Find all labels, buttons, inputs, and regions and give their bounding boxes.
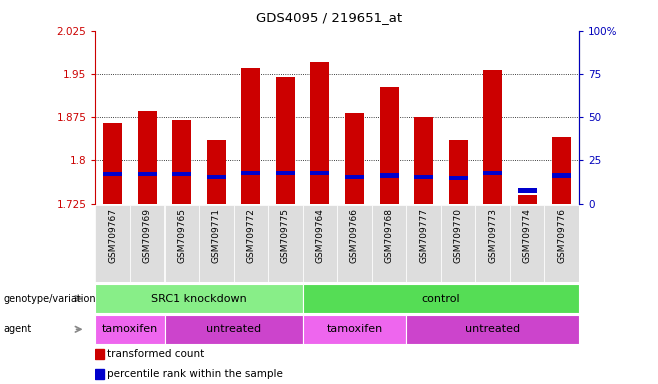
Text: GSM709770: GSM709770 (453, 208, 463, 263)
Text: GSM709765: GSM709765 (177, 208, 186, 263)
Bar (138, 111, 157, 204)
Text: genotype/variation: genotype/variation (3, 293, 96, 304)
Text: SRC1 knockdown: SRC1 knockdown (151, 293, 247, 304)
Bar (207, 140, 226, 204)
Bar (95, 369, 104, 379)
Text: agent: agent (3, 324, 32, 334)
Bar (518, 188, 537, 193)
Bar (276, 170, 295, 175)
Bar (483, 170, 502, 175)
Text: GSM709767: GSM709767 (108, 208, 117, 263)
Bar (138, 172, 157, 177)
Text: GSM709764: GSM709764 (315, 208, 324, 263)
Bar (510, 205, 544, 282)
Bar (345, 113, 364, 204)
Bar (544, 205, 579, 282)
Text: GSM709775: GSM709775 (281, 208, 290, 263)
Bar (130, 205, 164, 282)
Bar (95, 205, 130, 282)
Bar (406, 315, 579, 344)
Bar (303, 284, 579, 313)
Bar (483, 70, 502, 204)
Text: transformed count: transformed count (107, 349, 205, 359)
Text: tamoxifen: tamoxifen (326, 324, 382, 334)
Bar (103, 172, 122, 177)
Text: GSM709773: GSM709773 (488, 208, 497, 263)
Bar (164, 205, 199, 282)
Bar (95, 284, 303, 313)
Text: GSM709769: GSM709769 (143, 208, 152, 263)
Bar (518, 195, 537, 204)
Bar (414, 117, 433, 204)
Bar (199, 205, 234, 282)
Bar (311, 170, 330, 175)
Bar (303, 315, 406, 344)
Text: untreated: untreated (465, 324, 520, 334)
Text: GSM709768: GSM709768 (384, 208, 393, 263)
Bar (337, 205, 372, 282)
Bar (207, 175, 226, 179)
Text: GSM709772: GSM709772 (246, 208, 255, 263)
Bar (380, 173, 399, 178)
Text: GSM709776: GSM709776 (557, 208, 567, 263)
Bar (241, 68, 261, 204)
Bar (345, 175, 364, 179)
Bar (268, 205, 303, 282)
Text: percentile rank within the sample: percentile rank within the sample (107, 369, 283, 379)
Text: GDS4095 / 219651_at: GDS4095 / 219651_at (256, 12, 402, 25)
Bar (552, 137, 571, 204)
Bar (241, 170, 261, 175)
Bar (449, 140, 468, 204)
Bar (441, 205, 475, 282)
Bar (234, 205, 268, 282)
Bar (95, 349, 104, 359)
Bar (164, 315, 303, 344)
Bar (475, 205, 510, 282)
Bar (303, 205, 337, 282)
Text: untreated: untreated (206, 324, 261, 334)
Bar (103, 123, 122, 204)
Bar (311, 62, 330, 204)
Bar (95, 315, 164, 344)
Bar (372, 205, 407, 282)
Bar (172, 172, 191, 177)
Text: GSM709771: GSM709771 (212, 208, 221, 263)
Bar (449, 176, 468, 180)
Text: control: control (422, 293, 460, 304)
Text: GSM709774: GSM709774 (522, 208, 532, 263)
Text: GSM709777: GSM709777 (419, 208, 428, 263)
Text: tamoxifen: tamoxifen (102, 324, 158, 334)
Bar (406, 205, 441, 282)
Bar (414, 175, 433, 179)
Text: GSM709766: GSM709766 (350, 208, 359, 263)
Bar (380, 87, 399, 204)
Bar (552, 173, 571, 178)
Bar (172, 120, 191, 204)
Bar (276, 77, 295, 204)
